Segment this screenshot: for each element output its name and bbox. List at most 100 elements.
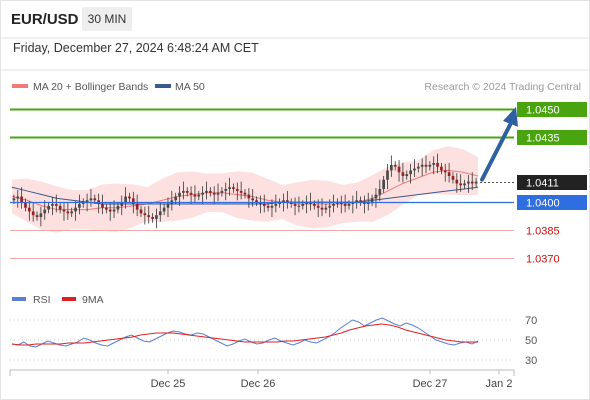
resistance-label-bg [517, 130, 587, 145]
candle-body [382, 179, 385, 190]
candle-body [297, 205, 301, 207]
candle-body [124, 196, 127, 203]
candle-body [31, 211, 35, 216]
candle-body [193, 194, 197, 197]
candle-body [78, 203, 81, 208]
candle-body [43, 209, 47, 214]
candle-body [162, 207, 166, 212]
candle-body [416, 166, 420, 169]
candle-body [27, 207, 31, 212]
current-price-label-bg [517, 175, 587, 190]
candle-body [155, 215, 158, 219]
resistance-label-bg [517, 102, 587, 117]
candle-body [443, 170, 447, 173]
support-label: 1.0400 [526, 198, 560, 210]
ma50-legend-swatch [155, 84, 171, 88]
candle-body [332, 203, 335, 206]
candle-body [378, 189, 382, 195]
candle-body [370, 198, 374, 203]
candle-body [120, 202, 124, 206]
candle-body [255, 200, 258, 203]
candle-body [463, 183, 466, 186]
candle-body [47, 205, 50, 210]
rsi-tick-label: 30 [525, 355, 537, 367]
chart-header: EUR/USD 30 MIN [0, 0, 590, 38]
x-axis-tick-label: Dec 27 [413, 378, 448, 390]
candle-body [405, 174, 409, 177]
candle-body [440, 166, 443, 171]
weak-support-label: 1.0385 [526, 226, 560, 238]
candle-body [189, 192, 193, 195]
candle-body [39, 213, 43, 218]
candle-body [428, 164, 432, 167]
rsi-panel: 70 50 30 [10, 315, 537, 367]
symbol-title: EUR/USD [11, 11, 79, 28]
candle-body [20, 196, 23, 203]
rsi-ma-legend-label: 9MA [82, 294, 104, 306]
candle-body [12, 198, 16, 201]
ma20-legend-swatch [12, 84, 28, 88]
rsi-legend-label: RSI [33, 294, 51, 306]
candle-body [232, 187, 235, 190]
candle-body [266, 205, 270, 208]
price-levels: 1.0450 1.0435 1.0411 1.0400 1.0385 1.0370 [10, 102, 587, 266]
candle-body [185, 190, 189, 193]
rsi-tick-label: 70 [525, 315, 537, 327]
candle-body [262, 203, 266, 206]
ma20-legend-label: MA 20 + Bollinger Bands [33, 81, 148, 93]
candle-body [359, 200, 362, 203]
candle-body [158, 211, 162, 216]
x-axis-tick-label: Dec 25 [151, 378, 186, 390]
candle-body [424, 164, 428, 167]
candle-body [393, 164, 397, 167]
candle-body [131, 198, 135, 204]
candle-body [270, 205, 274, 208]
candle-body [201, 192, 204, 195]
candle-body [470, 181, 474, 184]
candle-body [24, 202, 27, 208]
candle-body [436, 162, 439, 167]
candle-body [108, 209, 112, 212]
candle-body [85, 200, 89, 203]
candle-body [54, 203, 58, 206]
candle-body [374, 194, 378, 199]
candle-body [328, 205, 332, 208]
candle-body [128, 196, 131, 199]
candle-body [51, 203, 54, 206]
candle-body [413, 168, 416, 171]
research-credit: Research © 2024 Trading Central [424, 81, 581, 93]
candle-body [286, 200, 289, 203]
chart-datetime: Friday, December 27, 2024 6:48:24 AM CET [13, 41, 259, 55]
candle-body [70, 211, 74, 214]
x-axis-tick-label: Dec 26 [241, 378, 276, 390]
timeframe-badge[interactable]: 30 MIN [82, 7, 132, 31]
candle-body [74, 207, 77, 212]
candle-body [116, 205, 120, 210]
candle-body [66, 211, 70, 214]
candle-body [451, 176, 455, 180]
candle-body [251, 198, 255, 201]
candle-body [101, 203, 104, 208]
candle-body [35, 215, 39, 218]
candle-body [178, 192, 181, 197]
candle-body [282, 200, 285, 203]
candle-body [474, 181, 478, 184]
projection-arrow-head [503, 106, 518, 127]
candle-body [301, 203, 305, 206]
candle-body [386, 170, 389, 180]
candle-body [239, 190, 243, 193]
candle-body [243, 192, 247, 195]
candle-body [58, 205, 62, 210]
rsi-ma-line [11, 323, 478, 346]
candle-body [212, 192, 216, 195]
candle-body [147, 215, 151, 218]
main-plot [11, 146, 479, 233]
candle-body [459, 183, 463, 186]
candle-body [224, 189, 228, 191]
candle-body [347, 203, 351, 206]
projection-arrow-shaft [480, 122, 512, 182]
resistance-label: 1.0450 [526, 105, 560, 117]
candle-body [355, 200, 359, 203]
candle-body [139, 209, 143, 214]
